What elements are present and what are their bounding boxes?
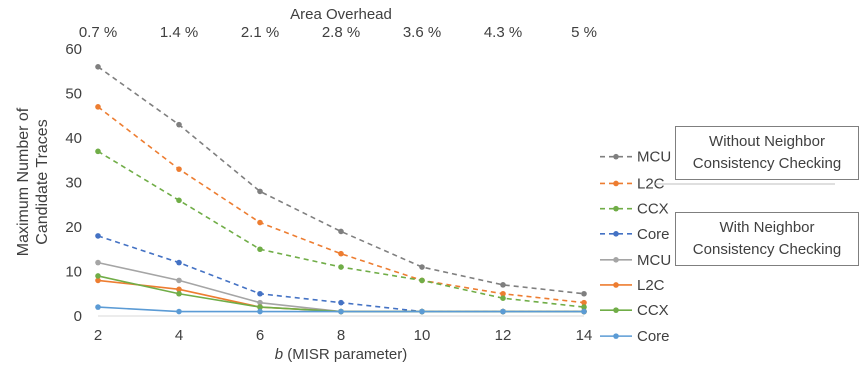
- data-point-without-ccx: [176, 197, 182, 204]
- data-point-without-l2c: [581, 299, 587, 306]
- top-axis-title: Area Overhead: [290, 6, 392, 23]
- data-point-without-core: [257, 290, 263, 297]
- y-tick-label: 0: [74, 308, 82, 325]
- legend-marker-without-ccx: [613, 205, 619, 212]
- data-point-without-l2c: [257, 219, 263, 226]
- data-point-without-ccx: [257, 246, 263, 253]
- legend-marker-with-ccx: [613, 307, 619, 313]
- legend-label-without-ccx: CCX: [637, 201, 669, 218]
- data-point-with-core: [338, 308, 344, 315]
- data-point-with-mcu: [95, 259, 101, 266]
- annotation-with-line2: Consistency Checking: [692, 241, 842, 258]
- top-tick-label: 5 %: [571, 24, 597, 41]
- legend-marker-with-l2c: [613, 282, 619, 288]
- annotation-with-neighbor: With Neighbor Consistency Checking: [675, 212, 859, 266]
- x-tick-label: 6: [256, 327, 264, 344]
- data-point-without-mcu: [176, 121, 182, 128]
- data-point-with-mcu: [257, 299, 263, 306]
- annotation-without-line1: Without Neighbor: [709, 133, 825, 150]
- data-point-with-ccx: [176, 290, 182, 297]
- legend-label-without-core: Core: [637, 226, 670, 243]
- x-axis-title: b (MISR parameter): [275, 346, 408, 363]
- x-axis-title-text: (MISR parameter): [283, 346, 407, 363]
- legend-marker-with-core: [613, 333, 619, 339]
- top-tick-label: 2.1 %: [241, 24, 279, 41]
- top-tick-label: 0.7 %: [79, 24, 117, 41]
- data-point-without-l2c: [338, 250, 344, 257]
- data-point-without-mcu: [338, 228, 344, 235]
- annotation-without-line2: Consistency Checking: [692, 155, 842, 172]
- legend-label-without-l2c: L2C: [637, 175, 665, 192]
- data-point-without-l2c: [95, 104, 101, 110]
- top-tick-label: 1.4 %: [160, 24, 198, 41]
- y-axis-title-line2: Candidate Traces: [34, 119, 51, 244]
- x-axis-title-variable: b: [275, 346, 283, 363]
- legend-marker-without-core: [613, 231, 619, 237]
- top-tick-label: 3.6 %: [403, 24, 441, 41]
- data-point-with-core: [257, 308, 263, 315]
- data-point-with-core: [500, 308, 506, 315]
- y-tick-label: 60: [65, 41, 82, 58]
- y-tick-label: 10: [65, 264, 82, 281]
- x-tick-label: 2: [94, 327, 102, 344]
- annotation-with-line1: With Neighbor: [719, 219, 815, 236]
- data-point-without-mcu: [257, 188, 263, 195]
- data-point-without-ccx: [500, 295, 506, 302]
- x-tick-label: 12: [495, 327, 512, 344]
- data-point-with-core: [176, 308, 182, 315]
- y-tick-label: 40: [65, 130, 82, 147]
- axes: 0 10 20 30 40 50 60 2 4 6 8 10 12 14 0.7 % 1.4 % 2.1 % 2.…: [15, 6, 597, 363]
- top-tick-label: 4.3 %: [484, 24, 522, 41]
- legend: MCU L2C CCX Core MCU L2C CCX Core: [600, 149, 835, 345]
- y-axis-title: Maximum Number of Candidate Traces: [15, 107, 51, 256]
- data-point-with-core: [581, 308, 587, 315]
- legend-marker-with-mcu: [613, 256, 619, 263]
- data-point-without-mcu: [500, 282, 506, 288]
- legend-label-without-mcu: MCU: [637, 149, 671, 166]
- legend-marker-without-mcu: [613, 153, 619, 160]
- annotation-without-neighbor: Without Neighbor Consistency Checking: [675, 126, 859, 180]
- data-point-without-l2c: [176, 166, 182, 172]
- data-point-without-ccx: [581, 304, 587, 310]
- data-point-without-ccx: [95, 148, 101, 155]
- data-point-without-mcu: [419, 264, 425, 270]
- x-tick-label: 4: [175, 327, 183, 344]
- series-line-with-ccx: [97, 275, 584, 313]
- legend-label-with-mcu: MCU: [637, 252, 671, 269]
- data-point-with-l2c: [176, 286, 182, 293]
- series-line-without-l2c: [97, 106, 585, 304]
- legend-label-with-ccx: CCX: [637, 302, 669, 319]
- data-point-with-core: [419, 308, 425, 315]
- data-point-without-core: [338, 299, 344, 306]
- y-axis-title-line1: Maximum Number of: [15, 107, 32, 256]
- x-tick-label: 10: [414, 327, 431, 344]
- legend-label-with-l2c: L2C: [637, 277, 665, 294]
- data-point-with-ccx: [257, 304, 263, 310]
- data-point-without-l2c: [500, 290, 506, 297]
- legend-marker-without-l2c: [613, 180, 619, 187]
- y-tick-label: 20: [65, 219, 82, 236]
- data-point-without-core: [95, 233, 101, 239]
- data-point-without-mcu: [581, 290, 587, 297]
- data-point-with-ccx: [95, 273, 101, 279]
- top-tick-label: 2.8 %: [322, 24, 360, 41]
- data-point-without-ccx: [338, 264, 344, 270]
- data-point-with-l2c: [95, 277, 101, 284]
- data-point-with-core: [95, 304, 101, 310]
- legend-label-with-core: Core: [637, 328, 670, 345]
- plot-area: [95, 64, 587, 315]
- data-point-with-mcu: [176, 277, 182, 284]
- y-tick-label: 50: [65, 86, 82, 103]
- data-point-without-core: [176, 259, 182, 266]
- data-point-without-mcu: [95, 64, 101, 70]
- x-tick-label: 14: [576, 327, 593, 344]
- x-tick-label: 8: [337, 327, 345, 344]
- y-tick-label: 30: [65, 175, 82, 192]
- data-point-without-ccx: [419, 277, 425, 284]
- series-line-with-l2c: [97, 279, 584, 313]
